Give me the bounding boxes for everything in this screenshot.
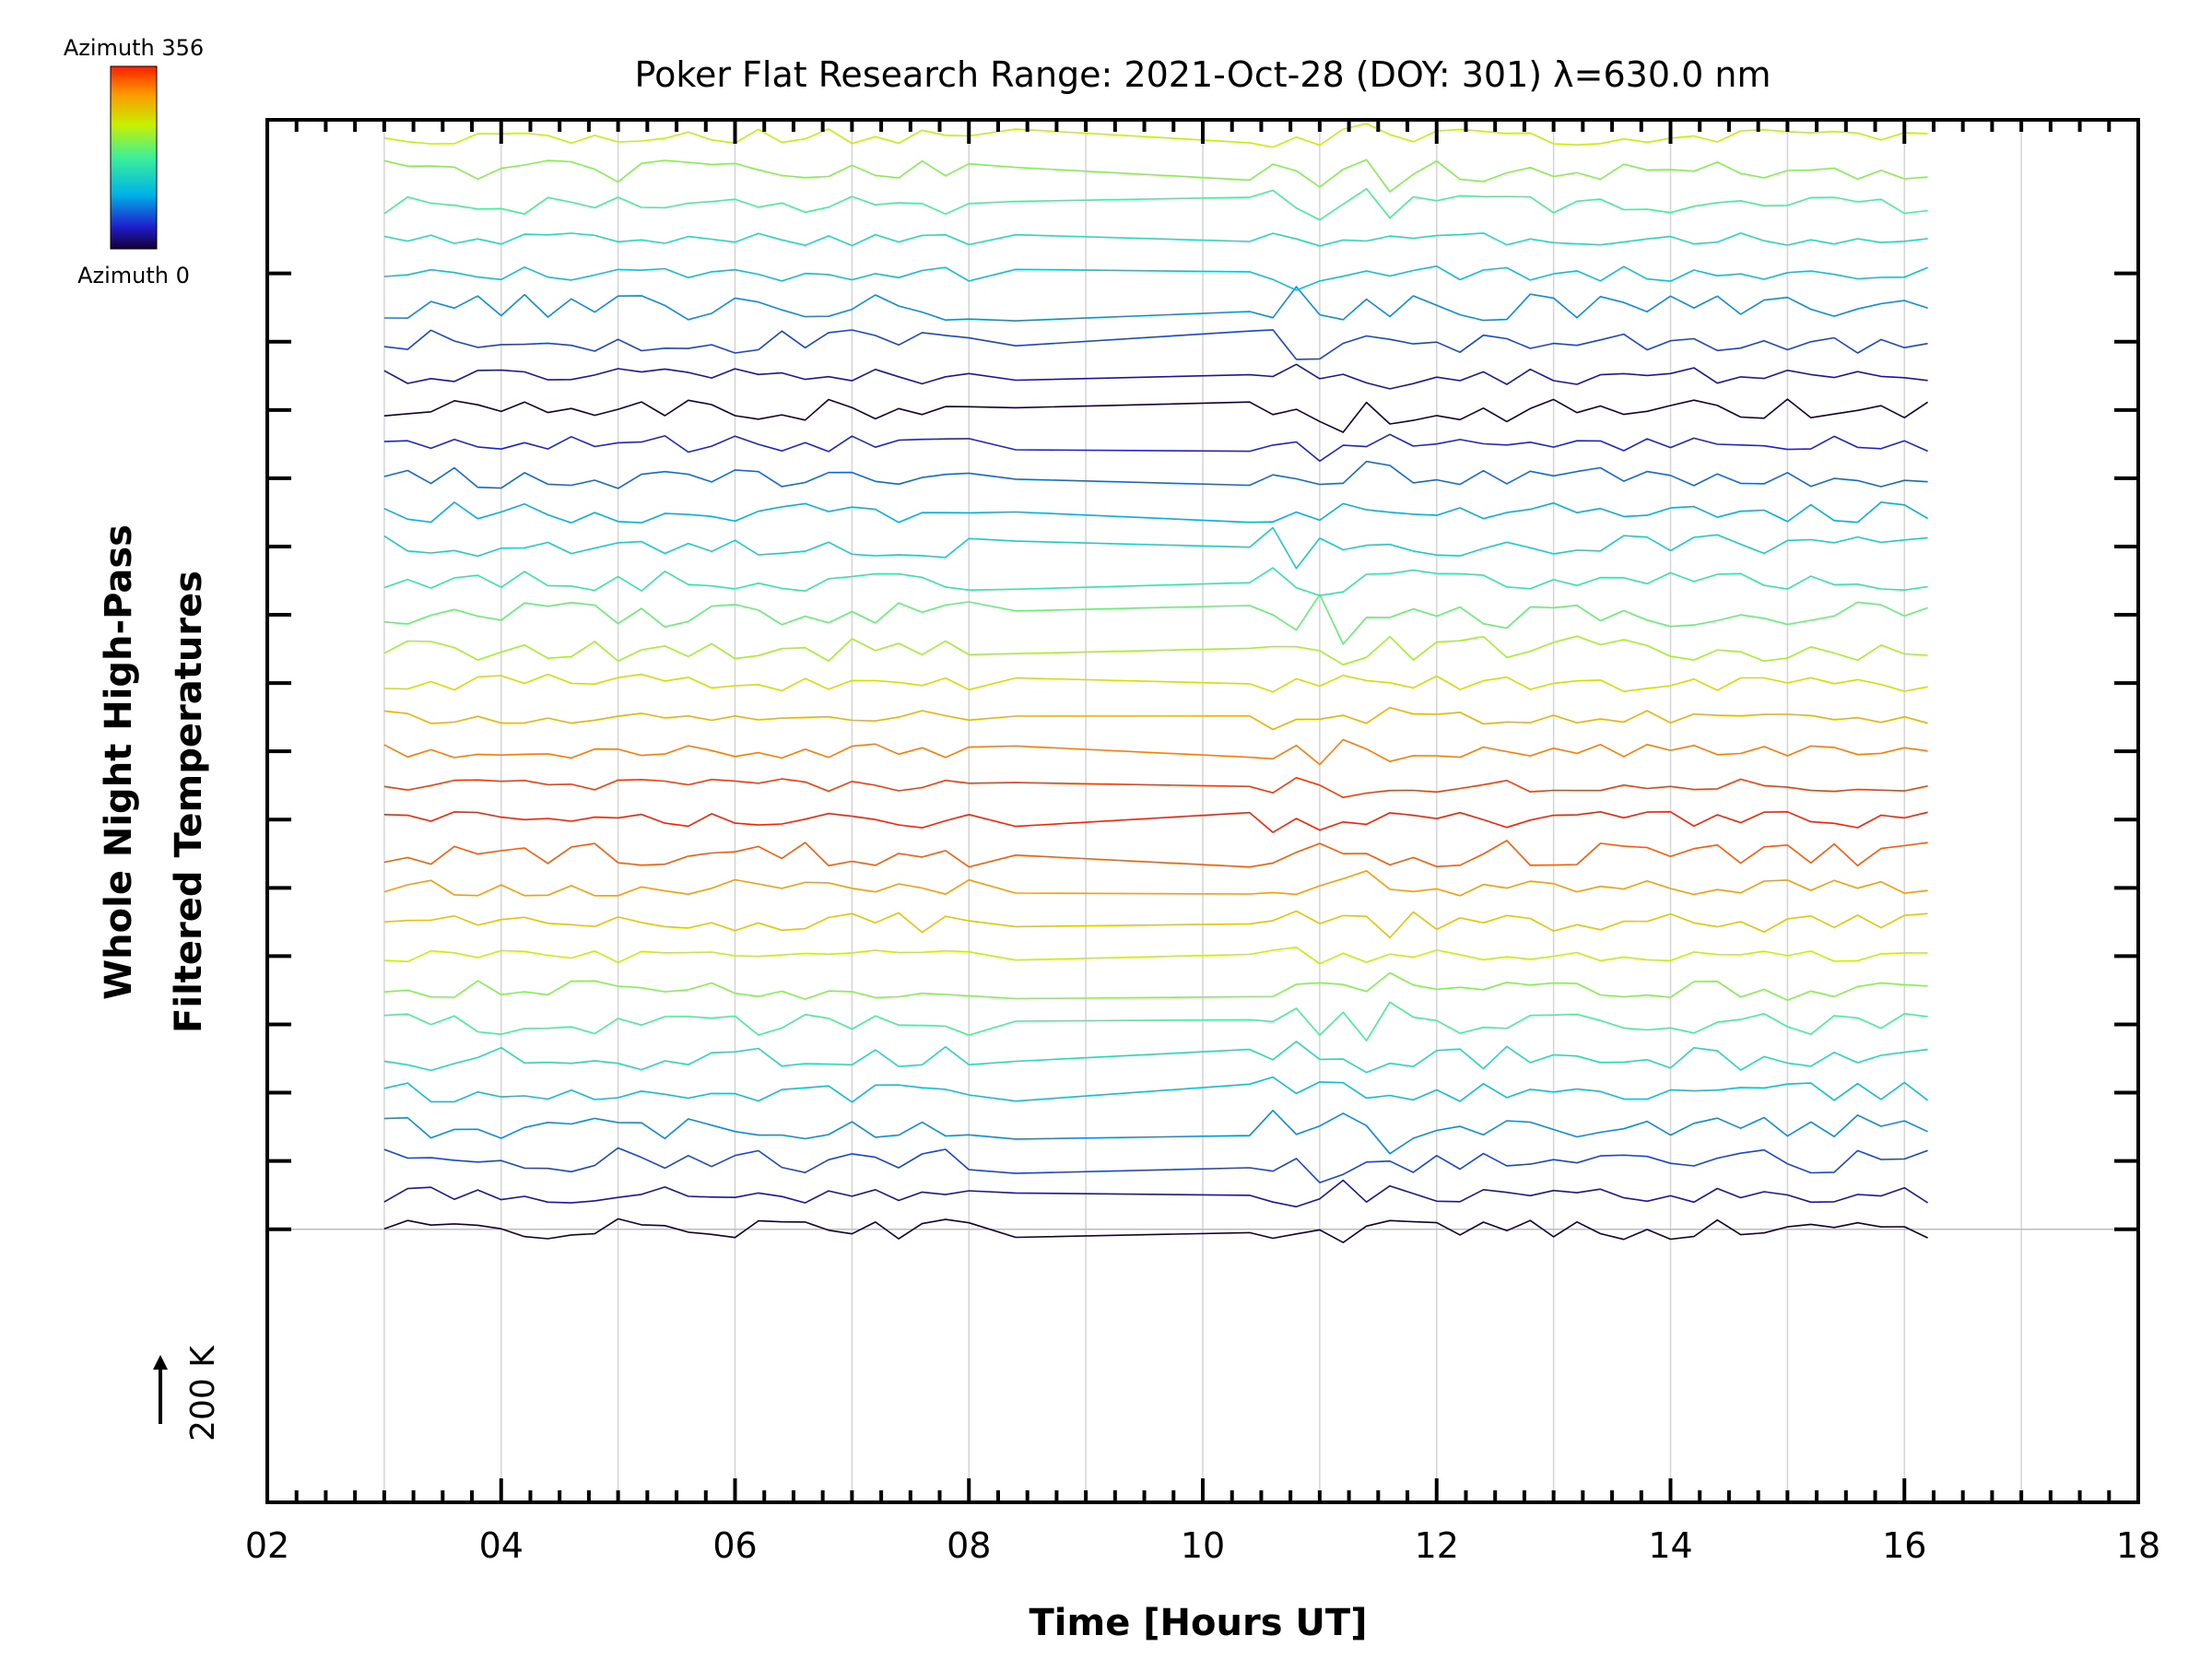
series-line	[383, 1218, 1928, 1243]
scale-bar-arrowhead	[153, 1355, 168, 1370]
series-line	[383, 810, 1928, 833]
x-tick-label: 08	[947, 1525, 991, 1566]
x-tick-label: 14	[1648, 1525, 1692, 1566]
series-line	[383, 286, 1928, 322]
scale-bar-label: 200 K	[184, 1345, 222, 1441]
series-line	[383, 594, 1928, 645]
x-tick-label: 02	[245, 1525, 289, 1566]
chart-title: Poker Flat Research Range: 2021-Oct-28 (…	[635, 54, 1771, 95]
series-line	[383, 501, 1929, 524]
axes	[265, 118, 2140, 1504]
series-line	[383, 363, 1928, 390]
series-line	[383, 232, 1928, 247]
series-line	[383, 1147, 1928, 1183]
series-line	[383, 526, 1928, 570]
series-line	[384, 15, 1928, 46]
series-line	[383, 635, 1928, 666]
series-line	[383, 1001, 1928, 1041]
series-line	[383, 910, 1928, 939]
series-line	[383, 265, 1928, 291]
x-tick-labels: 02 04 06 08 10 12 14 16 18	[245, 1525, 2160, 1566]
grid	[267, 120, 2138, 1502]
colorbar-min-label: Azimuth 0	[77, 263, 190, 288]
series-line	[383, 971, 1928, 1001]
series-line	[383, 329, 1928, 360]
series-line	[383, 460, 1928, 489]
series-line	[383, 159, 1928, 193]
colorbar	[110, 65, 158, 250]
x-axis-label: Time [Hours UT]	[1030, 1602, 1368, 1644]
x-tick-label: 12	[1415, 1525, 1459, 1566]
series-line	[383, 947, 1928, 965]
x-tick-label: 06	[712, 1525, 757, 1566]
series-line	[384, 0, 1928, 11]
x-tick-label: 10	[1181, 1525, 1225, 1566]
series-line	[383, 673, 1928, 693]
series-line	[383, 433, 1928, 463]
series-line	[383, 1179, 1929, 1208]
x-tick-label: 04	[479, 1525, 524, 1566]
colorbar-max-label: Azimuth 356	[64, 35, 204, 61]
y-axis-label-line1: Whole Night High-Pass	[98, 524, 140, 1000]
series-line	[383, 870, 1928, 897]
series-line	[383, 1041, 1928, 1074]
series-lines	[383, 0, 1929, 1243]
series-line	[383, 398, 1929, 433]
series-line	[383, 123, 1928, 148]
series-line	[383, 776, 1928, 799]
series-line	[383, 706, 1928, 731]
series-line	[383, 840, 1928, 868]
y-axis-label-line2: Filtered Temperatures	[168, 571, 210, 1033]
series-line	[383, 738, 1928, 766]
series-line	[383, 1110, 1928, 1155]
series-line	[383, 188, 1928, 221]
x-tick-label: 16	[1882, 1525, 1926, 1566]
series-line	[383, 1076, 1929, 1103]
series-line	[383, 567, 1928, 596]
x-tick-label: 18	[2116, 1525, 2160, 1566]
